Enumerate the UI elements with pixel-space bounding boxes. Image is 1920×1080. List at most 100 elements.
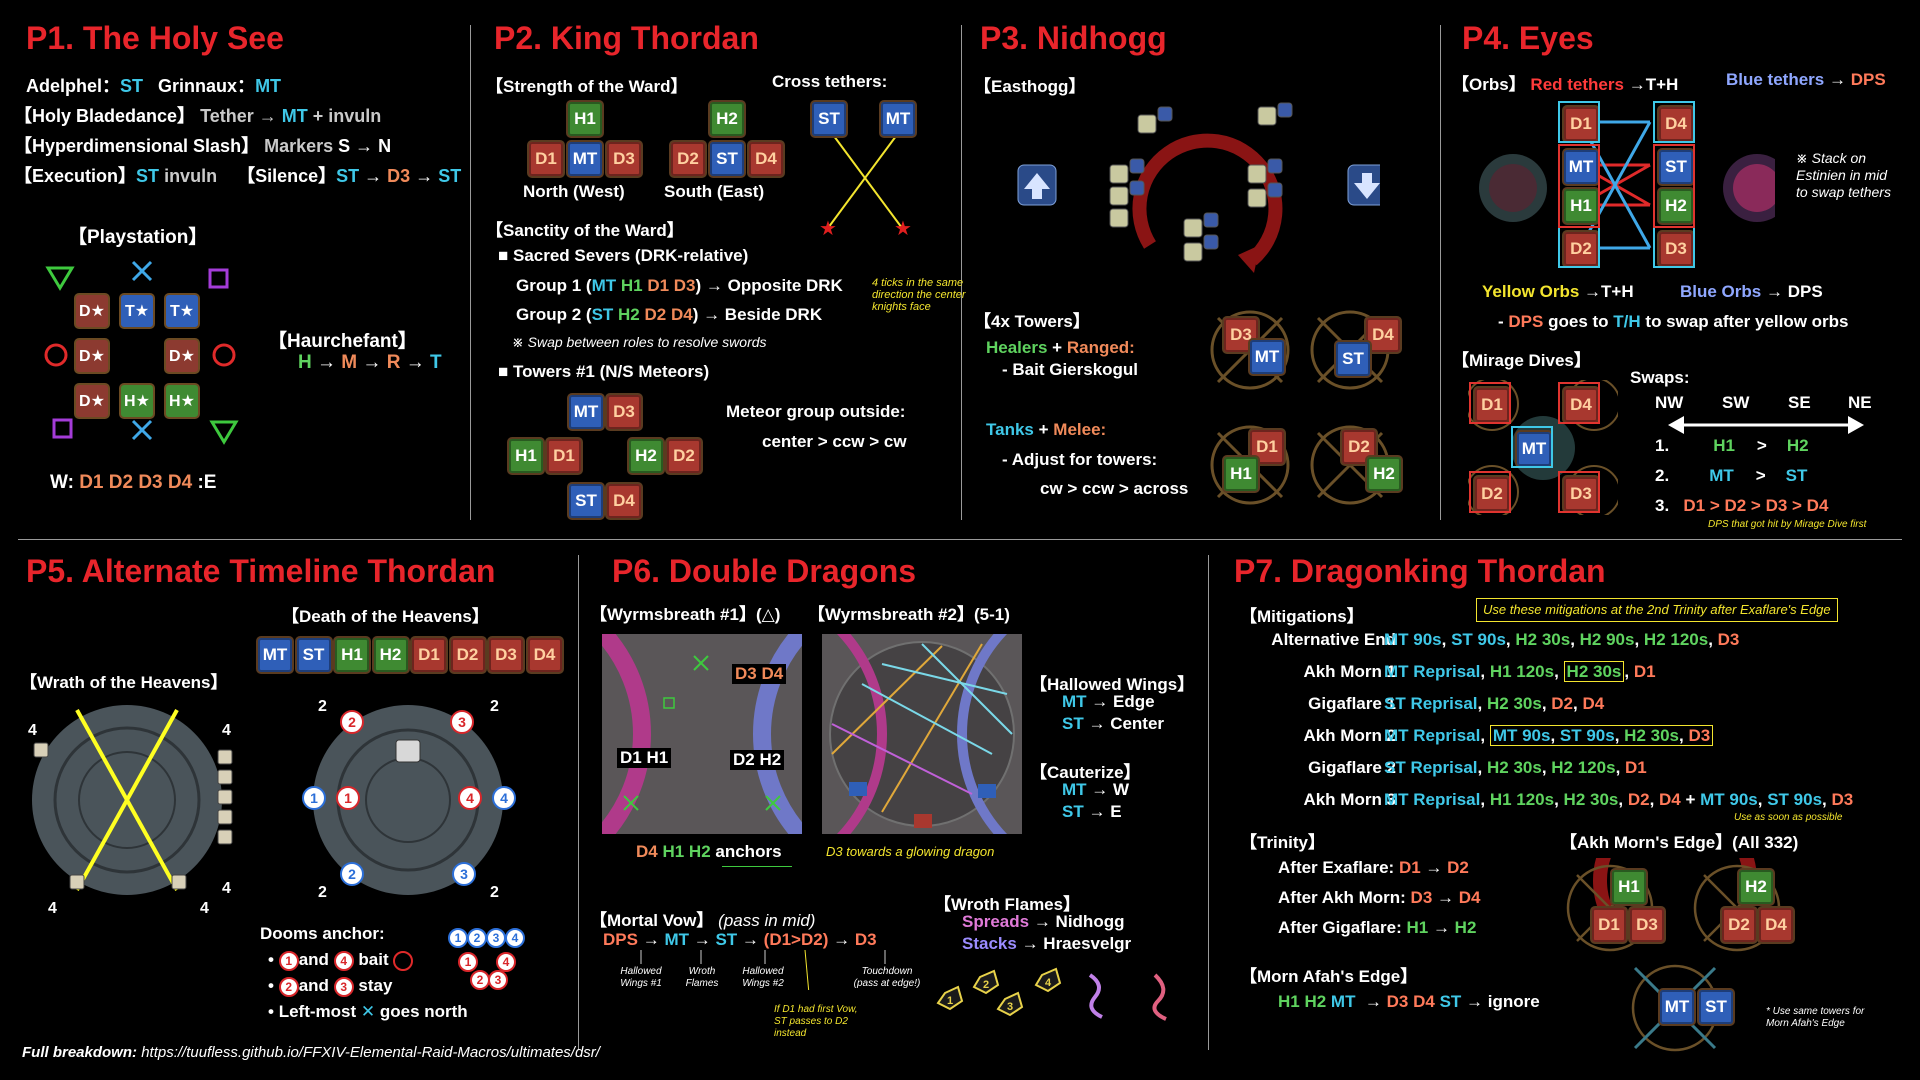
p6-stacks: Stacks → Hraesvelgr: [962, 934, 1132, 953]
p4-mirage: 【Mirage Dives】: [1452, 351, 1591, 370]
job-d1-akh: D1: [1590, 906, 1628, 944]
divider-p5-p6: [578, 555, 579, 1050]
divider-p2-p3: [961, 25, 962, 520]
p6-hw-st: ST → Center: [1062, 714, 1165, 733]
nidhogg-arena-diagram: [1017, 102, 1380, 273]
dooms-line-2: • 2 and 3 stay: [268, 976, 393, 997]
job-d2-p3: D2: [1340, 428, 1378, 466]
doom-cluster-marker: 4: [496, 952, 516, 972]
wrath-arena-diagram: [32, 705, 233, 895]
job-d4-akh: D4: [1757, 906, 1795, 944]
job-mt-p4: MT: [1562, 148, 1600, 186]
job-d3-mirage: D3: [1562, 475, 1600, 513]
cross-icon-3: ✕: [360, 1002, 376, 1021]
wrath-four-ne: 4: [222, 722, 231, 739]
death-two-sw: 2: [318, 884, 327, 901]
p2-group2: Group 2 (ST H2 D2 D4) → Beside DRK: [516, 305, 823, 324]
role-h2: H2: [371, 636, 410, 674]
playstation-slot: T★: [164, 293, 200, 329]
swap-row-2: 2. MT > ST: [1655, 466, 1808, 485]
p3-order: cw > ccw > across: [1040, 479, 1189, 498]
svg-text:2: 2: [983, 979, 989, 991]
p6-wyrm1: 【Wyrmsbreath #1】(△): [590, 605, 781, 624]
playstation-slot: D★: [74, 293, 110, 329]
p1-execution: 【Execution】ST invuln 【Silence】ST → D3 → …: [14, 166, 462, 186]
role-d4: D4: [525, 636, 564, 674]
triangle-icon-2: [209, 420, 239, 445]
p1-hyperdimensional: 【Hyperdimensional Slash】 Markers S → N: [14, 136, 392, 156]
p7-trinity: 【Trinity】: [1240, 833, 1326, 852]
wrath-four-nw: 4: [28, 722, 37, 739]
p7-title: P7. Dragonking Thordan: [1234, 553, 1606, 589]
blue-box-d2: [1558, 226, 1600, 268]
mv-label-1: Hallowed Wings #1: [620, 966, 662, 989]
playstation-slot: D★: [74, 383, 110, 419]
footer-url[interactable]: https://tuufless.github.io/FFXIV-Element…: [141, 1044, 600, 1061]
p2-sacred-severs: ■ Sacred Severs (DRK-relative): [498, 246, 749, 265]
mit-row-2-value: MT Reprisal, H1 120s, H2 30s, D1: [1384, 661, 1656, 682]
job-d3-p4: D3: [1657, 230, 1695, 268]
compass-sw: SW: [1722, 393, 1750, 412]
circle-icon-2: [212, 343, 236, 367]
role-d3: D3: [487, 636, 525, 674]
wyrm1-d2h2: D2 H2: [730, 750, 785, 770]
job-st-akh: ST: [1697, 988, 1735, 1026]
spread-marker-icon: [1088, 973, 1103, 1019]
p6-wyrm2: 【Wyrmsbreath #2】(5-1): [808, 605, 1010, 624]
p3-adjust: - Adjust for towers:: [1002, 450, 1158, 469]
p2-meteor: Meteor group outside:: [726, 402, 906, 421]
cross-tether-lines: ★ ★: [819, 127, 912, 238]
role-st: ST: [294, 636, 333, 674]
p3-bait: - Bait Gierskogul: [1002, 360, 1139, 379]
mit-row-2-label: Akh Morn 1: [1303, 662, 1396, 681]
p6-cauterize: 【Cauterize】: [1030, 763, 1141, 782]
doom-1-w-red: 1: [336, 786, 360, 810]
double-arrow-icon: [1668, 416, 1864, 434]
job-mt: MT: [566, 140, 604, 178]
footer: Full breakdown: https://tuufless.github.…: [22, 1044, 600, 1061]
p6-title: P6. Double Dragons: [612, 553, 917, 589]
p6-mortal-chain: DPS → MT → ST → (D1>D2) → D3: [603, 930, 877, 949]
svg-text:4: 4: [1045, 977, 1052, 989]
mit-row-1-value: MT 90s, ST 90s, H2 30s, H2 90s, H2 120s,…: [1384, 630, 1740, 649]
job-d2-tower: D2: [665, 437, 703, 475]
job-d1-p4: D1: [1562, 105, 1600, 143]
job-h2-p3: H2: [1365, 455, 1403, 493]
doom-cluster-marker: 2: [467, 928, 487, 948]
job-h1-p3: H1: [1222, 455, 1260, 493]
mv-label-3: Hallowed Wings #2: [742, 966, 784, 989]
wrath-four-sw: 4: [48, 900, 57, 917]
job-h1-p4: H1: [1562, 187, 1600, 225]
job-h2-p4: H2: [1657, 187, 1695, 225]
mit-row-3-value: ST Reprisal, H2 30s, D2, D4: [1384, 694, 1605, 713]
death-two-nw: 2: [318, 698, 327, 715]
job-d2-akh: D2: [1720, 906, 1758, 944]
mirage-box-d4: [1558, 382, 1600, 424]
p4-stack-note: ※ Stack on Estinien in mid to swap tethe…: [1796, 150, 1891, 200]
p6-ca-st: ST → E: [1062, 802, 1122, 821]
blue-box-d4: [1653, 101, 1695, 143]
p1-playstation-label: 【Playstation】: [68, 227, 208, 248]
blue-box-d1: [1558, 101, 1600, 143]
job-d3-akh: D3: [1628, 906, 1666, 944]
p7-use-note: Use these mitigations at the 2nd Trinity…: [1476, 598, 1838, 622]
job-h1-tower: H1: [507, 437, 545, 475]
p2-south: South (East): [664, 182, 765, 201]
mit-row-6-label: Akh Morn 3: [1303, 790, 1396, 809]
p6-mortal: 【Mortal Vow】 (pass in mid): [590, 911, 816, 930]
wyrm1-anchors: D4 H1 H2 anchors: [636, 842, 782, 861]
trinity-3: After Gigaflare: H1 → H2: [1278, 918, 1477, 937]
role-d1: D1: [410, 636, 448, 674]
mortal-connector-lines: [640, 950, 886, 990]
job-d1-tower: D1: [545, 437, 583, 475]
playstation-slot: D★: [74, 338, 110, 374]
doom-4-e: 4: [492, 786, 516, 810]
p1-west-east: W: D1 D2 D3 D4 :E: [50, 472, 217, 493]
p5-wrath: 【Wrath of the Heavens】: [20, 673, 228, 692]
dooms-line-3: • Left-most ✕ goes north: [268, 1002, 468, 1021]
circle-icon-3: [393, 950, 414, 971]
p6-hallowed: 【Hallowed Wings】: [1030, 675, 1195, 694]
p4-swaps: Swaps:: [1630, 368, 1690, 387]
job-h2-akh: H2: [1737, 868, 1775, 906]
red-box-right: [1653, 144, 1695, 228]
